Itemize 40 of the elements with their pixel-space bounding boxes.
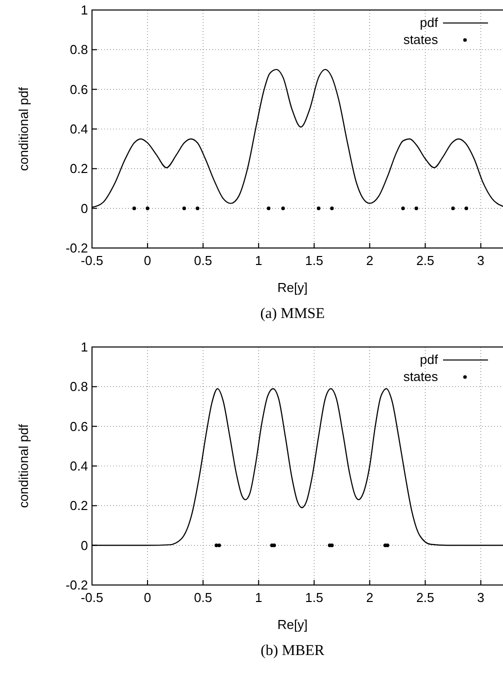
y-tick-label: -0.2	[66, 240, 88, 256]
legend-label: pdf	[420, 15, 438, 30]
y-axis-title: conditional pdf	[16, 424, 31, 508]
y-tick-label: 1	[80, 340, 88, 354]
text: (a) MMSE	[260, 306, 325, 322]
x-tick-label: 2.5	[416, 253, 434, 268]
x-tick-label: 2	[366, 253, 374, 268]
x-tick-label: 3	[477, 590, 484, 605]
y-tick-label: 0.4	[70, 122, 88, 136]
x-tick-label: 1.5	[305, 253, 324, 268]
x-tick-label: 0.5	[194, 253, 212, 268]
x-tick-label: 0	[144, 590, 152, 605]
x-tick-label: 1	[255, 590, 262, 605]
x-tick-label: 2.5	[416, 590, 434, 605]
legend-label: states	[403, 32, 438, 47]
x-tick-label: -0.5	[80, 253, 104, 268]
y-tick-label: 0.4	[70, 458, 88, 474]
y-tick-label: 0.2	[70, 498, 88, 514]
y-tick-label: 0	[80, 538, 88, 553]
y-tick-label: 0.6	[70, 418, 88, 434]
text: (b) MBER	[260, 643, 324, 659]
x-tick-label: 0	[144, 253, 152, 268]
y-tick-label: 0.8	[70, 42, 88, 58]
x-tick-label: 3	[477, 253, 484, 268]
x-tick-label: 1.5	[305, 590, 324, 605]
legend-label: states	[403, 369, 438, 384]
x-axis-title: Re[y]	[277, 280, 308, 295]
y-tick-label: 1	[80, 2, 88, 18]
x-tick-label: 1	[255, 253, 262, 268]
x-tick-label: -0.5	[80, 590, 104, 605]
legend-label: pdf	[420, 352, 438, 367]
x-tick-label: 0.5	[194, 590, 212, 605]
x-axis-title: Re[y]	[277, 617, 308, 632]
y-tick-label: 0.8	[70, 379, 88, 394]
y-tick-label: -0.2	[66, 578, 88, 592]
y-tick-label: 0	[80, 200, 88, 216]
x-tick-label: 2	[366, 590, 374, 605]
y-tick-label: 0.2	[70, 161, 88, 176]
y-axis-title: conditional pdf	[16, 86, 31, 171]
y-tick-label: 0.6	[70, 82, 88, 97]
